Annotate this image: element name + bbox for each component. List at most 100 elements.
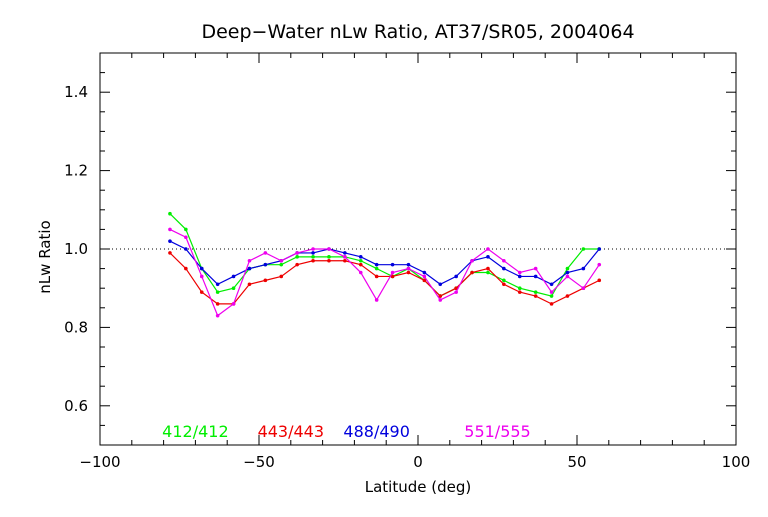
- y-tick-label: 0.8: [64, 318, 88, 336]
- data-point: [454, 274, 458, 279]
- data-point: [311, 251, 315, 255]
- data-point: [581, 266, 586, 271]
- data-point: [295, 251, 299, 255]
- series-line: [169, 240, 600, 286]
- data-point: [263, 251, 268, 255]
- data-point: [565, 294, 570, 298]
- data-point: [470, 270, 474, 275]
- data-point: [358, 258, 363, 263]
- data-point: [549, 302, 554, 306]
- data-point: [343, 255, 347, 259]
- data-point: [358, 255, 363, 259]
- data-point: [311, 255, 315, 259]
- data-point: [231, 274, 236, 279]
- legend-entry: 551/555: [464, 422, 530, 441]
- data-point: [438, 282, 443, 287]
- data-point: [565, 270, 570, 275]
- x-tick-label: −50: [243, 453, 275, 471]
- data-point: [215, 290, 220, 294]
- data-point: [168, 251, 172, 255]
- data-point: [422, 274, 427, 279]
- data-point: [374, 266, 379, 271]
- data-point: [343, 258, 347, 263]
- y-tick-label: 1.0: [64, 240, 88, 258]
- data-point: [231, 302, 236, 306]
- data-point: [390, 262, 395, 267]
- data-point: [406, 262, 411, 267]
- data-point: [374, 298, 379, 302]
- data-point: [311, 247, 315, 251]
- x-axis-label: Latitude (deg): [365, 478, 471, 496]
- x-tick-label: 50: [567, 453, 586, 471]
- data-point: [247, 266, 252, 271]
- data-point: [263, 278, 268, 283]
- data-point: [486, 266, 490, 271]
- data-point: [517, 286, 522, 291]
- data-point: [517, 274, 522, 279]
- data-point: [279, 274, 284, 279]
- data-point: [533, 294, 538, 298]
- data-point: [438, 298, 443, 302]
- data-point: [438, 294, 443, 298]
- data-point: [533, 266, 538, 271]
- data-point: [184, 227, 188, 232]
- data-point: [184, 266, 188, 271]
- data-point: [374, 274, 379, 279]
- data-point: [565, 266, 570, 271]
- data-point: [597, 247, 602, 251]
- axis-layer: −100 −50 0 50 100 0.6 0.8 1.0 1.2 1.4: [64, 52, 751, 471]
- data-point: [327, 255, 331, 259]
- data-point: [406, 270, 411, 275]
- data-point: [343, 251, 347, 255]
- data-point: [533, 290, 538, 294]
- data-point: [565, 274, 570, 279]
- data-point: [327, 258, 331, 263]
- data-point: [502, 258, 506, 263]
- data-point: [168, 211, 172, 216]
- data-point: [358, 262, 363, 267]
- x-tick-label: −100: [79, 453, 120, 471]
- series-line: [169, 213, 600, 297]
- data-point: [168, 239, 172, 243]
- data-point: [327, 247, 331, 251]
- data-point: [184, 247, 188, 251]
- y-tick-label: 0.6: [64, 397, 88, 415]
- data-point: [374, 262, 379, 267]
- data-point: [168, 227, 172, 232]
- data-point: [406, 266, 411, 271]
- data-point: [247, 282, 252, 287]
- x-tick-label: 100: [722, 453, 751, 471]
- y-tick-label: 1.4: [64, 83, 88, 101]
- data-point: [184, 235, 188, 240]
- data-point: [486, 255, 490, 259]
- series-line: [169, 252, 600, 305]
- data-point: [549, 294, 554, 298]
- data-point: [215, 302, 220, 306]
- data-point: [581, 247, 586, 251]
- data-point: [422, 270, 427, 275]
- data-point: [279, 262, 284, 267]
- data-point: [295, 255, 299, 259]
- data-point: [502, 278, 506, 283]
- data-point: [199, 266, 204, 271]
- data-point: [215, 313, 220, 318]
- data-point: [470, 258, 474, 263]
- data-point: [390, 274, 395, 279]
- data-point: [597, 278, 602, 283]
- data-point: [517, 270, 522, 275]
- data-point: [422, 278, 427, 283]
- data-point: [231, 286, 236, 291]
- data-point: [199, 290, 204, 294]
- series-line: [169, 228, 600, 317]
- legend: 412/412 443/443 488/490 551/555: [162, 422, 531, 441]
- data-point: [199, 274, 204, 279]
- data-point: [486, 270, 490, 275]
- data-point: [279, 258, 284, 263]
- x-tick-label: 0: [413, 453, 423, 471]
- data-point: [454, 290, 458, 294]
- data-point: [215, 282, 220, 287]
- data-point: [295, 262, 299, 267]
